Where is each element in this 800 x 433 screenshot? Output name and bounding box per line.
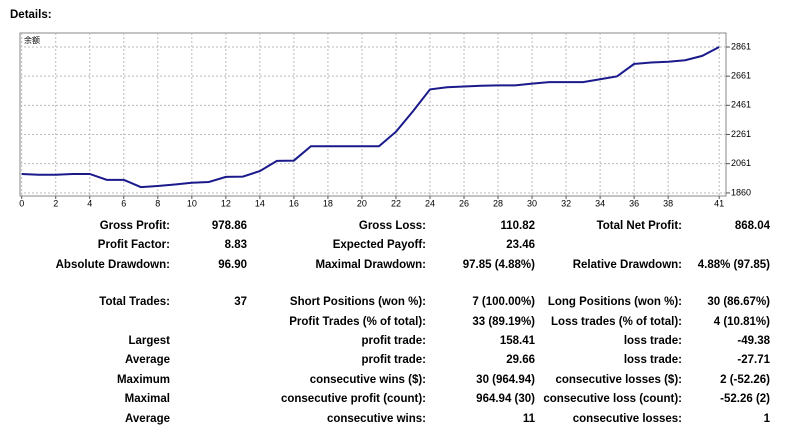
x-tick-label: 28 [493,198,503,208]
stat-label: Gross Profit: [100,220,170,232]
stat-value: 7 (100.00%) [472,296,535,308]
stat-value: 37 [234,296,247,308]
stat-value: 1 [764,413,771,425]
x-tick-label: 12 [221,198,231,208]
y-tick-label: 2661 [731,71,751,81]
stat-label: loss trade: [624,354,682,366]
stat-label: Average [125,413,170,425]
stat-label: consecutive wins: [327,413,426,425]
x-tick-label: 0 [19,198,24,208]
stat-label: Gross Loss: [359,220,426,232]
stat-value: 30 (86.67%) [707,296,770,308]
x-tick-label: 14 [255,198,265,208]
y-tick-label: 2461 [731,100,751,110]
stat-value: 978.86 [212,220,247,232]
stat-label: consecutive losses: [573,413,682,425]
stat-value: 30 (964.94) [476,374,535,386]
x-tick-label: 24 [425,198,435,208]
stat-value: 2 (-52.26) [720,374,770,386]
stat-label: Long Positions (won %): [548,296,682,308]
stat-value: 868.04 [735,220,771,232]
stat-label: Maximal [125,393,170,405]
x-tick-label: 34 [595,198,605,208]
x-tick-label: 10 [187,198,197,208]
x-tick-label: 41 [714,198,724,208]
stat-label: loss trade: [624,335,682,347]
stat-value: 29.66 [506,354,535,366]
x-tick-label: 20 [357,198,367,208]
y-tick-label: 1860 [731,187,751,197]
x-tick-label: 26 [459,198,469,208]
stat-label: consecutive loss (count): [543,393,682,405]
stat-value: 23.46 [506,239,535,251]
stat-label: Maximum [117,374,170,386]
x-tick-label: 2 [53,198,58,208]
stat-label: profit trade: [361,335,426,347]
x-tick-label: 16 [289,198,299,208]
stat-label: profit trade: [361,354,426,366]
series-label: 余额 [24,35,40,45]
x-tick-label: 38 [663,198,673,208]
stat-value: 97.85 (4.88%) [463,259,535,271]
stat-value: 4.88% (97.85) [698,259,770,271]
stat-label: Relative Drawdown: [573,259,682,271]
stat-label: Profit Trades (% of total): [289,316,426,328]
stat-value: 33 (89.19%) [472,316,535,328]
stat-label: Maximal Drawdown: [315,259,426,271]
y-tick-label: 2061 [731,158,751,168]
stat-label: Profit Factor: [98,239,170,251]
x-tick-label: 6 [121,198,126,208]
stat-value: -49.38 [737,335,770,347]
stat-label: Expected Payoff: [333,239,426,251]
stat-label: Loss trades (% of total): [551,316,682,328]
stat-value: 96.90 [218,259,247,271]
y-tick-label: 2261 [731,129,751,139]
stat-label: Largest [128,335,170,347]
stat-label: consecutive wins ($): [310,374,426,386]
stat-label: Average [125,354,170,366]
stat-label: consecutive losses ($): [555,374,682,386]
stat-value: -52.26 (2) [720,393,770,405]
x-tick-label: 30 [527,198,537,208]
details-title: Details: [10,9,52,21]
stat-value: 964.94 (30) [476,393,535,405]
y-tick-label: 2861 [731,41,751,51]
plot-frame [19,32,727,197]
stat-value: 11 [523,413,536,425]
x-tick-label: 4 [87,198,92,208]
stat-value: 158.41 [500,335,536,347]
stat-label: Absolute Drawdown: [56,259,170,271]
x-tick-label: 8 [155,198,160,208]
stat-label: Short Positions (won %): [290,296,426,308]
stat-label: consecutive profit (count): [281,393,426,405]
balance-line [21,46,720,189]
stat-value: -27.71 [737,354,770,366]
stat-value: 4 (10.81%) [714,316,770,328]
x-tick-label: 18 [323,198,333,208]
x-tick-label: 36 [629,198,639,208]
stat-value: 110.82 [500,220,535,232]
stat-label: Total Net Profit: [597,220,682,232]
x-tick-label: 22 [391,198,401,208]
x-tick-label: 32 [561,198,571,208]
stat-label: Total Trades: [99,296,170,308]
stat-value: 8.83 [225,239,247,251]
